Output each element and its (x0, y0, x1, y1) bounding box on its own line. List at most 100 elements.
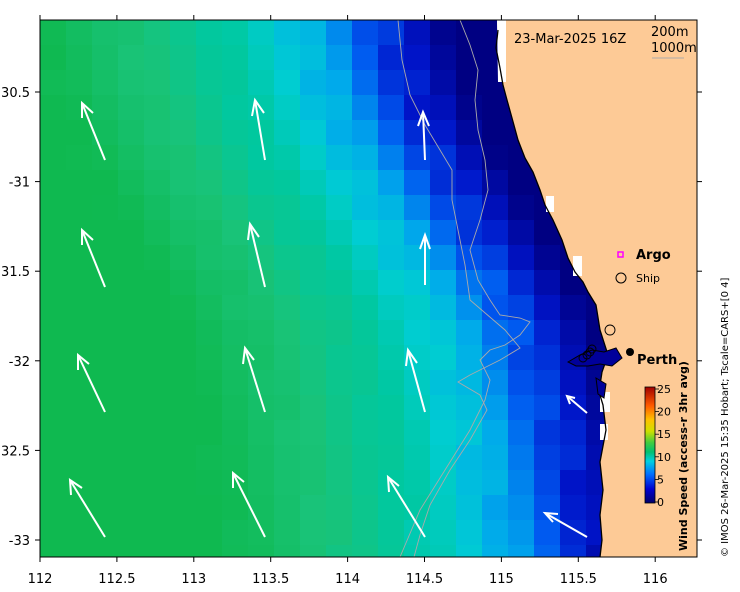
wind-speed-cell (430, 470, 457, 496)
wind-speed-cell (170, 220, 197, 246)
colorbar-tick-label: 15 (657, 428, 671, 441)
wind-speed-cell (170, 545, 197, 557)
wind-speed-cell (378, 70, 405, 96)
wind-speed-cell (196, 420, 223, 446)
wind-speed-cell (534, 420, 561, 446)
colorbar-tick-label: 10 (657, 451, 671, 464)
wind-speed-cell (118, 195, 145, 221)
wind-vectors (68, 97, 588, 538)
wind-speed-cell (248, 320, 275, 346)
map-plot-area[interactable] (40, 20, 717, 571)
wind-speed-cell (196, 270, 223, 296)
wind-speed-cell (430, 420, 457, 446)
wind-arrow (542, 511, 588, 538)
wind-speed-cell (196, 220, 223, 246)
ship-track[interactable] (578, 324, 616, 363)
wind-speed-cell (456, 295, 483, 321)
wind-speed-cell (248, 495, 275, 521)
wind-speed-cell (118, 445, 145, 471)
wind-speed-cell (534, 370, 561, 396)
wind-speed-cell (66, 20, 93, 46)
wind-speed-cell (40, 20, 67, 46)
wind-speed-cell (300, 345, 327, 371)
wind-speed-cell (534, 395, 561, 421)
wind-speed-cell (274, 120, 301, 146)
wind-speed-cell (378, 45, 405, 71)
wind-speed-cell (456, 445, 483, 471)
wind-speed-cell (378, 395, 405, 421)
wind-speed-cell (118, 295, 145, 321)
wind-speed-cell (456, 520, 483, 546)
wind-speed-cell (482, 145, 509, 171)
wind-speed-cell (456, 370, 483, 396)
wind-speed-cell (456, 70, 483, 96)
wind-speed-cell (482, 420, 509, 446)
wind-speed-cell (170, 70, 197, 96)
wind-speed-cell (40, 345, 67, 371)
wind-speed-cell (352, 420, 379, 446)
wind-arrow (247, 221, 266, 288)
wind-speed-cell (92, 295, 119, 321)
wind-speed-cell (560, 495, 587, 521)
wind-speed-cell (248, 420, 275, 446)
depth-label-200m: 200m (651, 25, 688, 40)
colorbar-tick-label: 0 (657, 496, 664, 509)
wind-speed-cell (456, 495, 483, 521)
wind-speed-cell (248, 70, 275, 96)
y-tick-label: 31.5 (1, 265, 30, 280)
wind-speed-cell (118, 70, 145, 96)
y-tick-label: -31 (9, 176, 30, 191)
wind-speed-cell (378, 195, 405, 221)
wind-speed-cell (248, 20, 275, 46)
wind-speed-cell (534, 445, 561, 471)
wind-speed-cell (196, 320, 223, 346)
wind-speed-cell (196, 470, 223, 496)
y-axis: 30.5 -31 31.5 -32 32.5 -33 (1, 86, 702, 549)
wind-speed-cell (326, 320, 353, 346)
wind-speed-cell (352, 395, 379, 421)
perth-marker[interactable] (626, 348, 634, 356)
wind-speed-cell (92, 220, 119, 246)
wind-speed-cell (144, 370, 171, 396)
wind-speed-cell (274, 495, 301, 521)
wind-speed-cell (118, 270, 145, 296)
wind-speed-cell (482, 245, 509, 271)
wind-speed-cell (560, 370, 587, 396)
credit-text: © IMOS 26-Mar-2025 15:35 Hobart; Tscale=… (720, 277, 731, 557)
wind-speed-cell (560, 295, 587, 321)
wind-speed-cell (300, 295, 327, 321)
wind-speed-cell (40, 120, 67, 146)
wind-speed-cell (274, 270, 301, 296)
wind-speed-cell (378, 170, 405, 196)
wind-speed-cell (118, 470, 145, 496)
wind-speed-cell (430, 20, 457, 46)
wind-speed-cell (144, 295, 171, 321)
wind-speed-cell (352, 445, 379, 471)
wind-speed-cell (560, 470, 587, 496)
wind-speed-cell (92, 170, 119, 196)
wind-speed-cell (248, 170, 275, 196)
wind-speed-cell (352, 220, 379, 246)
wind-speed-cell (456, 170, 483, 196)
wind-speed-cell (92, 120, 119, 146)
wind-speed-cell (534, 545, 561, 557)
wind-speed-cell (430, 295, 457, 321)
wind-speed-cell (222, 120, 249, 146)
wind-speed-cell (66, 145, 93, 171)
wind-speed-cell (274, 520, 301, 546)
wind-speed-cell (456, 545, 483, 557)
wind-speed-cell (534, 520, 561, 546)
wind-speed-cell (430, 145, 457, 171)
wind-speed-cell (66, 395, 93, 421)
wind-speed-cell (300, 20, 327, 46)
wind-speed-cell (300, 520, 327, 546)
wind-speed-cell (352, 295, 379, 321)
coastline (495, 29, 609, 557)
wind-speed-cell (118, 20, 145, 46)
wind-speed-cell (118, 170, 145, 196)
wind-speed-cell (326, 520, 353, 546)
wind-speed-cell (326, 395, 353, 421)
wind-arrow (405, 347, 426, 413)
wind-speed-cell (326, 445, 353, 471)
